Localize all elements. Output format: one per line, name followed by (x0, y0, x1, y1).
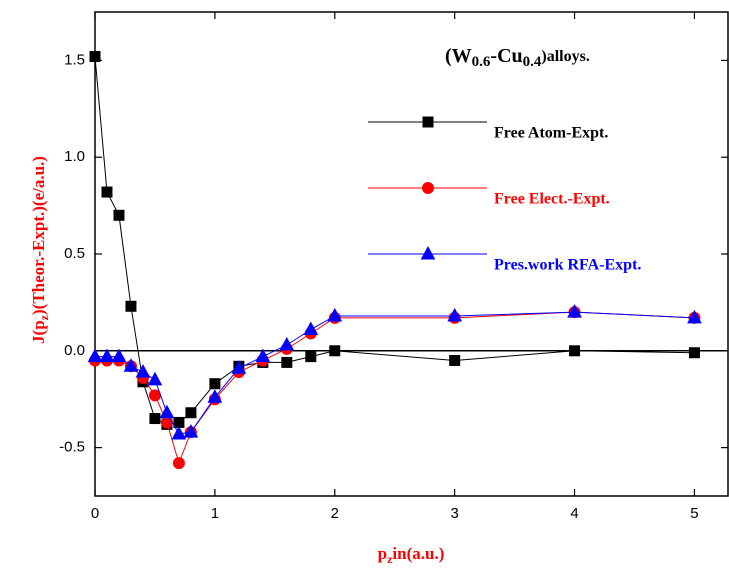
marker (185, 407, 197, 419)
marker (281, 356, 293, 368)
x-tick-label: 3 (450, 505, 458, 522)
marker (447, 307, 462, 322)
series-line (94, 56, 695, 425)
x-label-part: z (387, 552, 393, 566)
annotation: (W0.6-Cu0.4)alloys. (445, 45, 590, 71)
marker (329, 345, 341, 357)
x-tick-label: 2 (331, 505, 339, 522)
marker (172, 457, 185, 470)
marker (89, 51, 101, 63)
x-axis-label: pzin(a.u.) (378, 544, 445, 566)
y-label-part: J(p (29, 320, 48, 344)
marker (209, 378, 221, 390)
marker (113, 209, 125, 221)
marker (305, 351, 317, 363)
marker (99, 348, 115, 363)
marker (171, 425, 187, 440)
legend-label: Pres.work RFA-Expt. (494, 257, 641, 274)
marker (567, 304, 582, 318)
marker (135, 364, 151, 378)
marker (207, 389, 223, 403)
y-tick-label: 1.5 (64, 51, 85, 68)
annotation-part: -Cu (490, 45, 522, 67)
y-label-part: z (37, 314, 51, 320)
x-label-part: in(a.u.) (392, 544, 444, 563)
x-tick-label: 0 (91, 505, 99, 522)
marker (87, 348, 103, 363)
y-label-part: )(Theor.-Expt.)(e/a.u.) (29, 156, 48, 315)
marker (449, 354, 461, 366)
marker (303, 321, 319, 336)
marker (159, 404, 175, 419)
legend-marker (420, 245, 436, 260)
annotation-part: 0.6 (472, 54, 491, 70)
legend-marker (422, 116, 434, 128)
annotation-part: )alloys. (541, 48, 589, 65)
marker (183, 424, 199, 438)
x-tick-label: 1 (211, 505, 219, 522)
marker (687, 309, 702, 324)
annotation-part: 0.4 (523, 54, 542, 70)
marker (173, 416, 185, 428)
marker (147, 371, 163, 386)
marker (125, 300, 137, 312)
marker (149, 413, 161, 425)
marker (111, 348, 127, 363)
marker (123, 358, 139, 372)
y-tick-label: -0.5 (59, 439, 85, 456)
marker (688, 347, 700, 359)
y-axis-label: J(pz)(Theor.-Expt.)(e/a.u.) (29, 156, 51, 344)
x-label-part: p (378, 544, 387, 563)
y-tick-label: 0.0 (64, 342, 85, 359)
marker (255, 348, 271, 363)
legend-label: Free Elect.-Expt. (494, 191, 610, 208)
marker (101, 186, 113, 198)
y-tick-label: 1.0 (64, 148, 85, 165)
x-tick-label: 5 (690, 505, 698, 522)
series-line (95, 311, 695, 435)
marker (569, 345, 581, 357)
marker (231, 360, 247, 374)
legend-marker (422, 182, 434, 194)
annotation-part: (W (445, 45, 472, 67)
marker (279, 336, 295, 351)
series-line (95, 311, 695, 465)
y-tick-label: 0.5 (64, 245, 85, 262)
marker (327, 307, 343, 322)
x-tick-label: 4 (570, 505, 578, 522)
legend-label: Free Atom-Expt. (494, 125, 608, 142)
